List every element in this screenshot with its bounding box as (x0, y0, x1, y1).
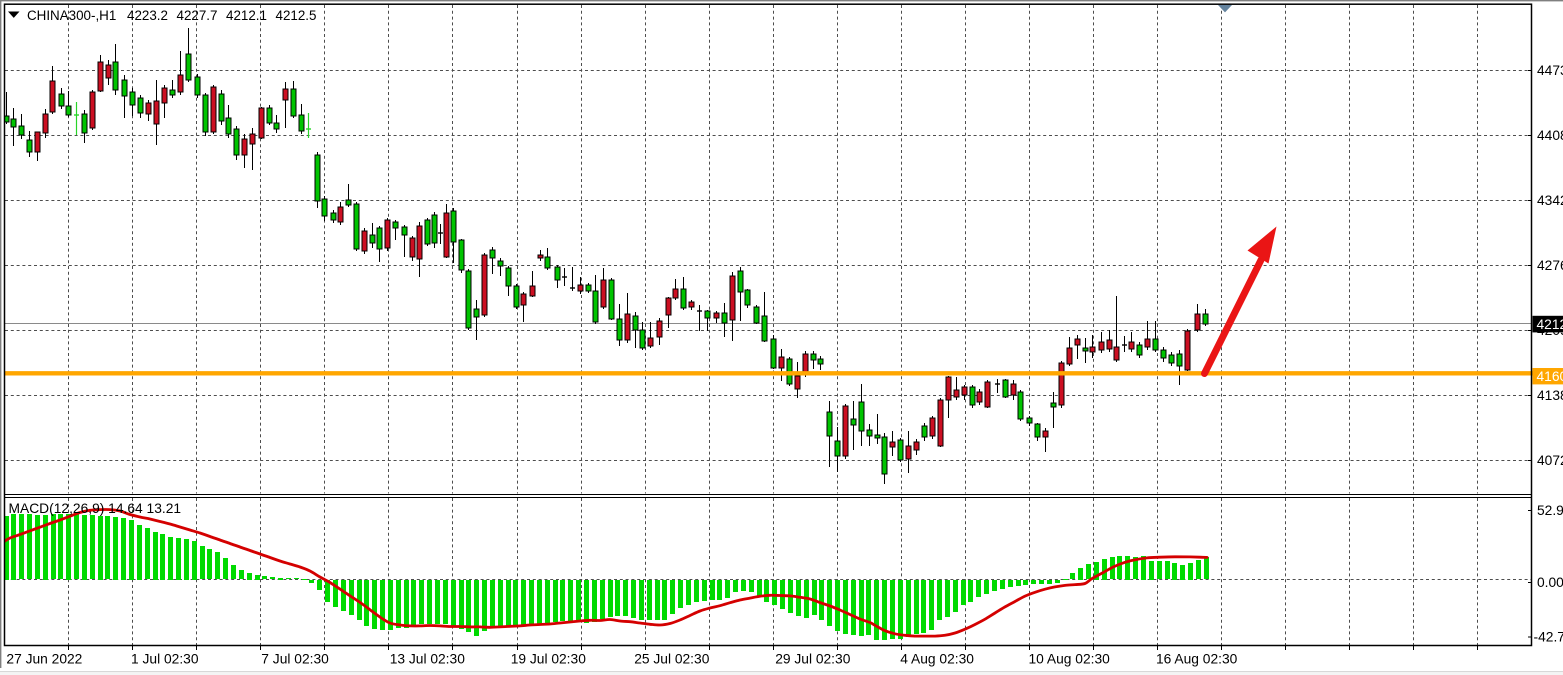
svg-text:13 Jul 02:30: 13 Jul 02:30 (390, 652, 466, 667)
svg-text:MACD(12,26,9) 14.64 13.21: MACD(12,26,9) 14.64 13.21 (9, 501, 182, 516)
svg-text:7 Jul 02:30: 7 Jul 02:30 (261, 652, 329, 667)
svg-text:4276: 4276 (1537, 258, 1563, 273)
svg-text:4227.7: 4227.7 (177, 8, 218, 23)
svg-text:4072: 4072 (1537, 453, 1563, 468)
svg-text:4212.1: 4212.1 (226, 8, 267, 23)
svg-text:4212.1: 4212.1 (1537, 317, 1563, 332)
svg-text:25 Jul 02:30: 25 Jul 02:30 (634, 652, 710, 667)
svg-text:16 Aug 02:30: 16 Aug 02:30 (1156, 652, 1238, 667)
svg-text:4408: 4408 (1537, 128, 1563, 143)
svg-text:4160.0: 4160.0 (1537, 369, 1563, 384)
svg-text:4473: 4473 (1537, 63, 1563, 78)
svg-text:4138: 4138 (1537, 388, 1563, 403)
svg-text:27 Jun 2022: 27 Jun 2022 (6, 652, 82, 667)
svg-text:1 Jul 02:30: 1 Jul 02:30 (131, 652, 199, 667)
svg-text:0.00: 0.00 (1537, 575, 1563, 590)
svg-text:10 Aug 02:30: 10 Aug 02:30 (1029, 652, 1111, 667)
svg-text:4223.2: 4223.2 (127, 8, 168, 23)
svg-text:19 Jul 02:30: 19 Jul 02:30 (511, 652, 587, 667)
svg-text:4212.5: 4212.5 (276, 8, 317, 23)
svg-text:4 Aug 02:30: 4 Aug 02:30 (900, 652, 974, 667)
svg-text:29 Jul 02:30: 29 Jul 02:30 (775, 652, 851, 667)
svg-text:4342: 4342 (1537, 193, 1563, 208)
svg-text:52.9: 52.9 (1537, 503, 1563, 518)
svg-text:-42.7: -42.7 (1534, 629, 1563, 644)
svg-text:CHINA300-,H1: CHINA300-,H1 (27, 8, 116, 23)
